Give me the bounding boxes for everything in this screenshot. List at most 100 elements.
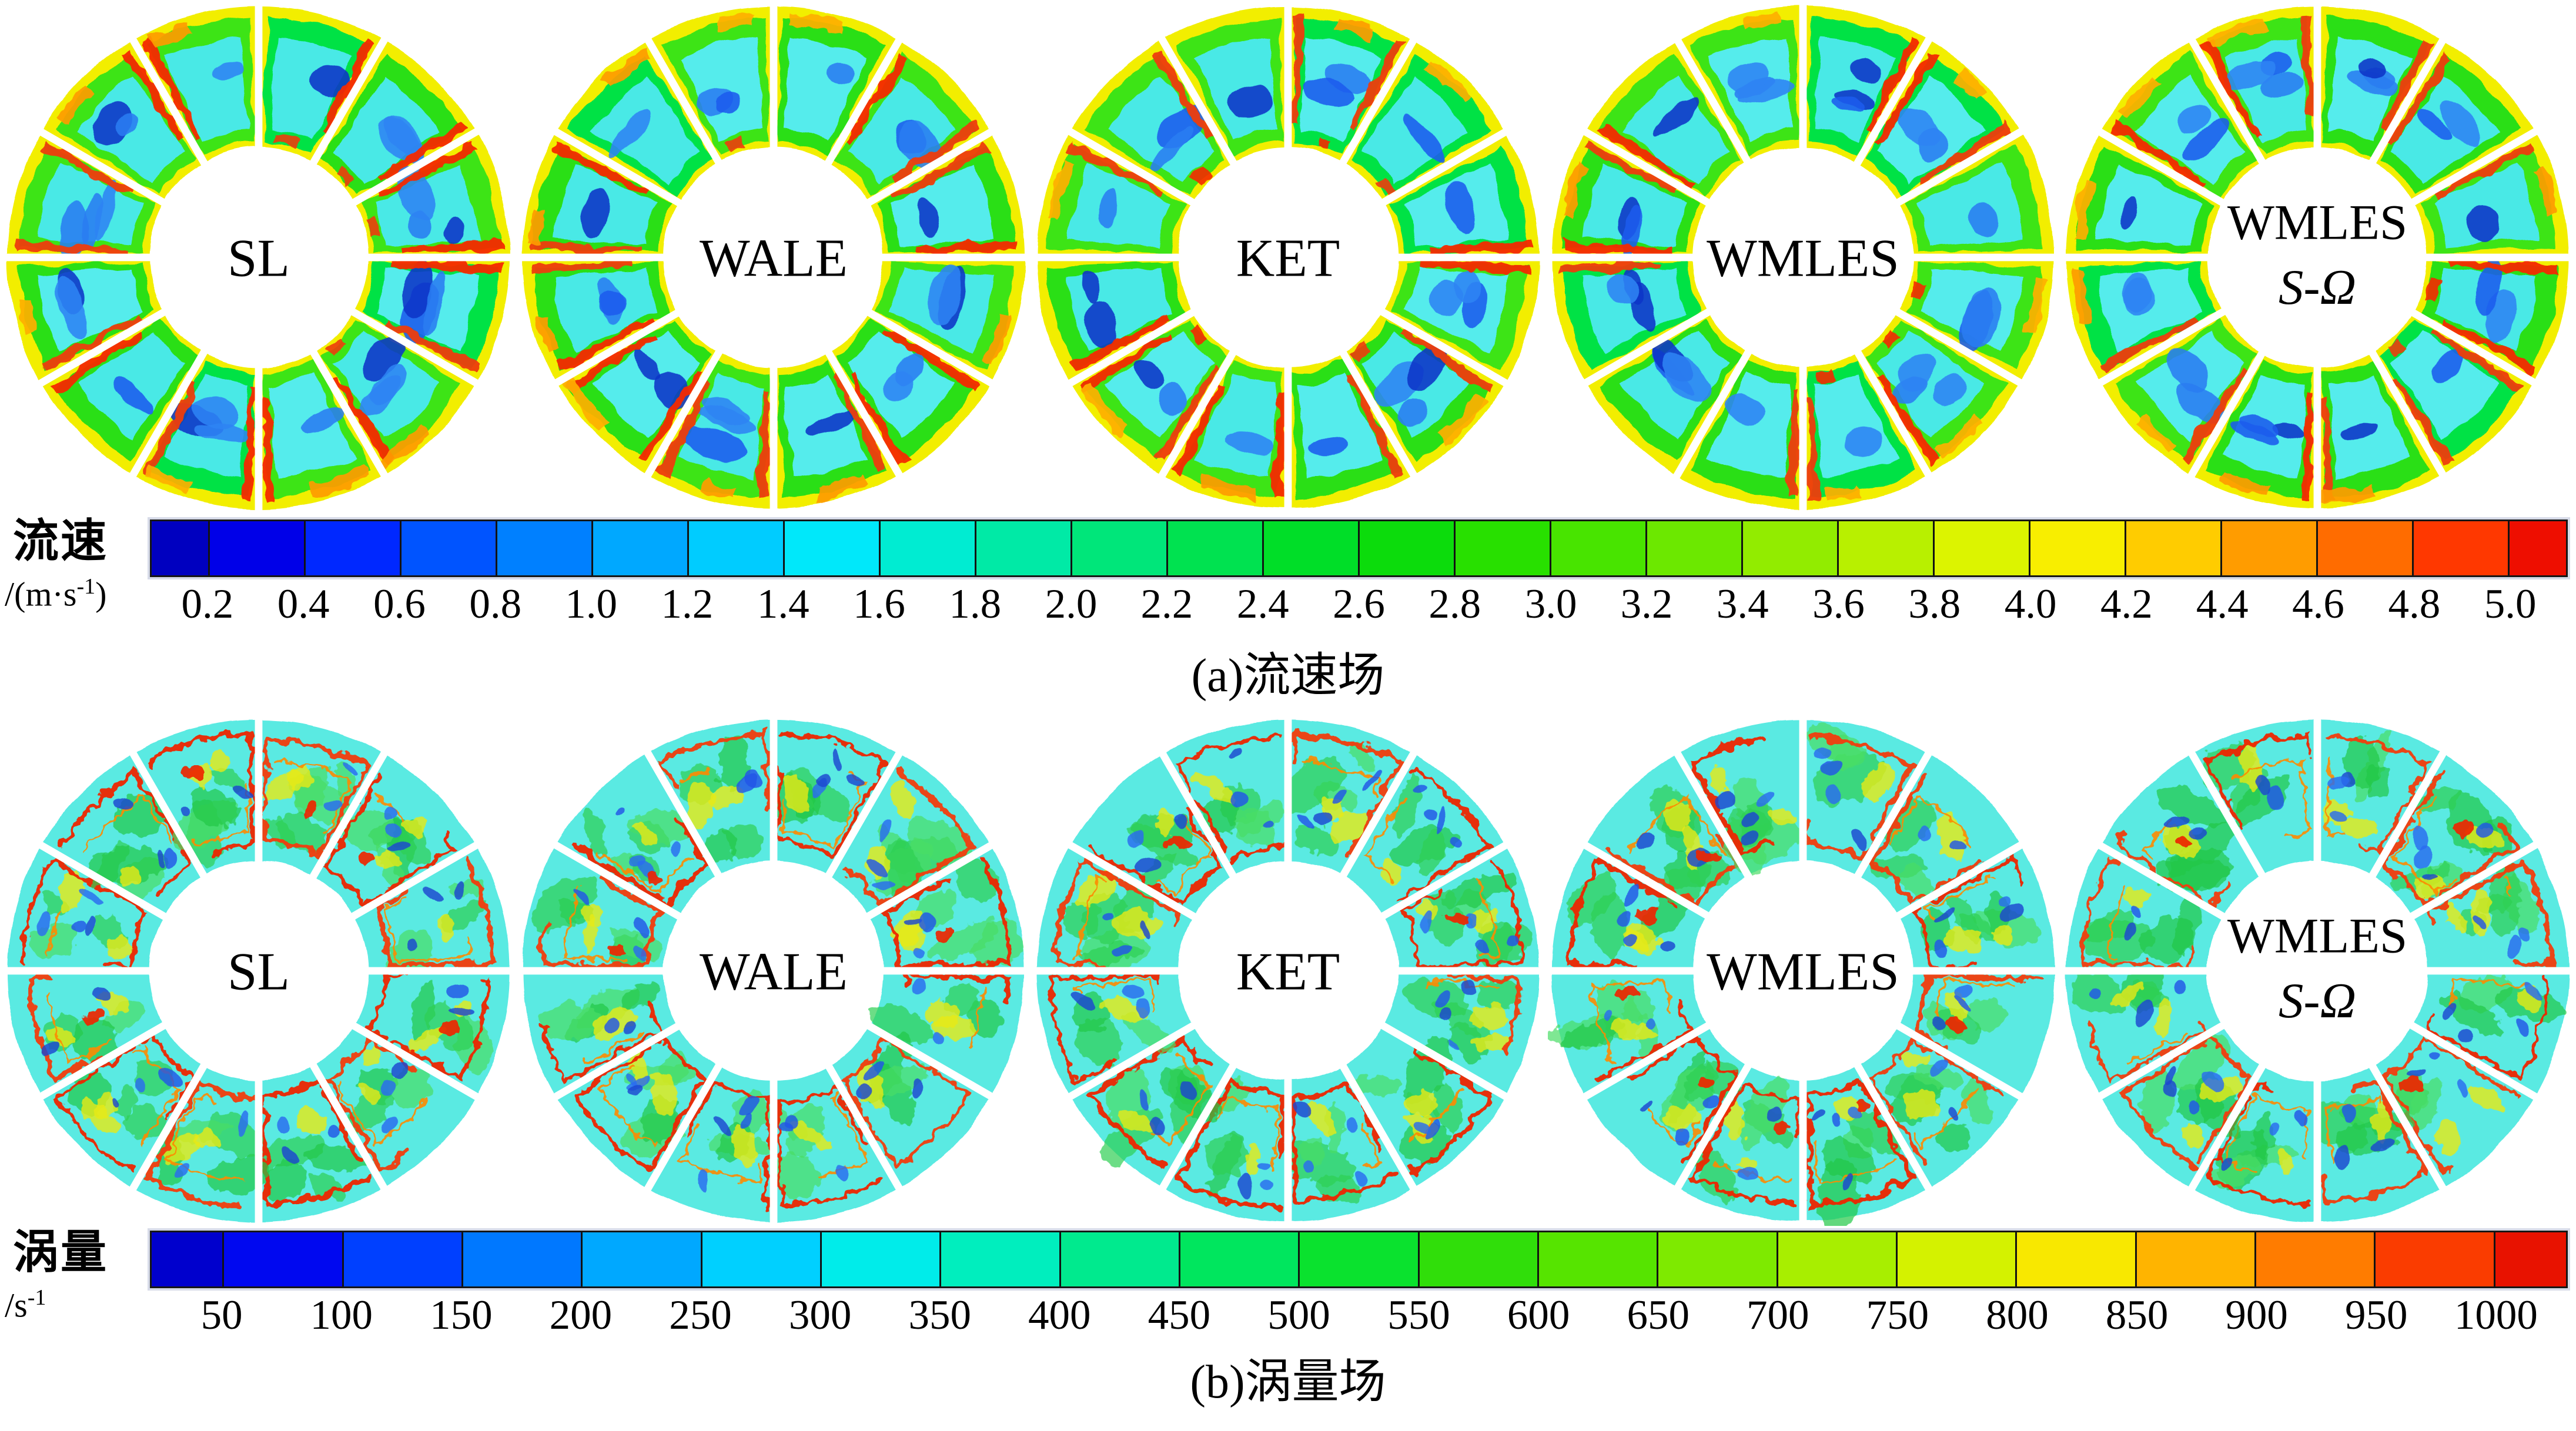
- colorbar-segment: [2316, 521, 2412, 575]
- ring-label: SL: [228, 942, 290, 1001]
- sector-divider: [1065, 307, 1199, 389]
- colorbar-tick-label: 700: [1747, 1292, 1809, 1338]
- colorbar-tick-label: 0.8: [469, 581, 522, 627]
- sector-divider: [2407, 1020, 2541, 1102]
- ring-sector: [2413, 257, 2569, 383]
- ring-sector: [1070, 40, 1233, 203]
- sector-divider: [1892, 307, 2026, 389]
- sector-divider: [1671, 748, 1754, 882]
- contour-ring-b-WALE: WALE: [517, 715, 1029, 1226]
- colorbar-segment: [1059, 1232, 1179, 1286]
- colorbar-segment: [496, 521, 591, 575]
- ring-sector: [2192, 1066, 2317, 1222]
- ring-sector: [2413, 971, 2569, 1097]
- ring-sector: [1162, 353, 1288, 509]
- ring-sector: [773, 6, 899, 162]
- sector-divider: [1892, 839, 2026, 921]
- sector-divider: [862, 126, 997, 208]
- ring-sector: [868, 132, 1025, 257]
- ring-sector: [556, 40, 718, 203]
- colorbar-segment: [2220, 521, 2316, 575]
- sector-divider: [642, 34, 724, 168]
- colorbar-tick-label: 4.0: [2004, 581, 2057, 627]
- ring-sector: [1802, 353, 1929, 509]
- colorbar-tick-label: 100: [310, 1292, 373, 1338]
- colorbar-segment: [1645, 521, 1741, 575]
- ring-sector: [7, 257, 163, 383]
- colorbar-tick-label: 2.6: [1333, 581, 1385, 627]
- colorbar-segment: [1776, 1232, 1896, 1286]
- ring-sector: [1383, 845, 1540, 971]
- sector-divider: [1852, 1060, 1934, 1194]
- ring-sector: [1898, 845, 2054, 971]
- ring-sector: [2311, 353, 2443, 509]
- colorbar-segment: [1550, 521, 1645, 575]
- colorbar-tick-label: 600: [1507, 1292, 1570, 1338]
- ring-label: SL: [228, 229, 290, 288]
- colorbar-tick-label: 5.0: [2484, 581, 2537, 627]
- sector-divider: [1065, 126, 1199, 208]
- sector-divider: [1337, 347, 1420, 481]
- ring-sector: [647, 719, 774, 876]
- colorbar-tick-label: 1000: [2454, 1292, 2538, 1338]
- sector-divider: [348, 1020, 482, 1102]
- colorbar-tick-label: 2.2: [1140, 581, 1193, 627]
- colorbar-segment: [879, 521, 975, 575]
- ring-sector: [1162, 6, 1288, 162]
- sector-divider: [1377, 126, 1511, 208]
- colorbar-tick-label: 250: [669, 1292, 732, 1338]
- sector-divider: [348, 839, 482, 921]
- colorbar-segment: [2029, 521, 2125, 575]
- colorbar-tick-label: 1.6: [853, 581, 905, 627]
- colorbar-segment: [2493, 1232, 2566, 1286]
- contour-ring-svg: SL: [3, 715, 514, 1226]
- ring-sector: [133, 719, 259, 876]
- ring-sector: [773, 353, 899, 509]
- colorbar-segment: [1417, 1232, 1537, 1286]
- colorbar-segment: [2125, 521, 2220, 575]
- unit-exponent: -1: [76, 574, 96, 599]
- contour-ring-b-WMLES-S-Ω: WMLES S-Ω: [2062, 715, 2573, 1226]
- ring-sector: [1036, 132, 1193, 257]
- ring-sector: [7, 132, 163, 259]
- sector-divider: [2186, 748, 2268, 882]
- colorbar-segment: [1896, 1232, 2016, 1286]
- ring-sector: [2372, 312, 2535, 475]
- ring-label: WALE: [700, 942, 848, 1001]
- sector-divider: [1065, 839, 1199, 921]
- panel-a-colorbar: 流速 /(m·s-1) 0.2 0.4 0.6 0.8 1.0 1.2 1.4 1.6 1.8 2…: [0, 516, 2576, 643]
- ring-label: KET: [1236, 942, 1340, 1001]
- ring-sector: [556, 753, 718, 916]
- ring-sector: [828, 312, 991, 475]
- ring-sector: [868, 257, 1025, 383]
- sector-divider: [1852, 347, 1934, 481]
- colorbar-tick-label: 950: [2345, 1292, 2408, 1338]
- sector-divider: [1671, 34, 1754, 168]
- colorbar-segment: [700, 1232, 820, 1286]
- sector-divider: [822, 347, 905, 481]
- colorbar-tick-label: 850: [2105, 1292, 2169, 1338]
- panel-b-rings-row: SL WALE KET WMLES WMLES S-Ω: [3, 715, 2573, 1232]
- ring-sector: [1162, 719, 1288, 876]
- ring-sector: [1550, 971, 1708, 1097]
- colorbar-segment: [461, 1232, 581, 1286]
- ring-sector: [133, 6, 259, 162]
- sector-divider: [642, 748, 724, 882]
- ring-sector: [313, 312, 476, 475]
- panel-b-colorbar: 涡量 /s-1 50 100 150 200 250 300 350 400 450 500 550…: [0, 1227, 2576, 1354]
- ring-sector: [828, 1026, 991, 1188]
- sector-divider: [308, 1060, 390, 1194]
- colorbar-segment: [304, 521, 400, 575]
- ring-sector: [1898, 257, 2054, 383]
- ring-sector: [354, 971, 510, 1097]
- ring-sector: [868, 971, 1025, 1097]
- sector-divider: [1156, 748, 1239, 882]
- contour-ring-svg: KET: [1032, 2, 1544, 513]
- ring-sector: [259, 6, 384, 162]
- ring-sector: [250, 1066, 384, 1222]
- sector-divider: [2367, 347, 2449, 481]
- colorbar-tick-label: 3.2: [1620, 581, 1673, 627]
- contour-ring-svg: WALE: [517, 715, 1029, 1226]
- unit-prefix: /s: [5, 1286, 28, 1325]
- ring-sector: [828, 40, 991, 203]
